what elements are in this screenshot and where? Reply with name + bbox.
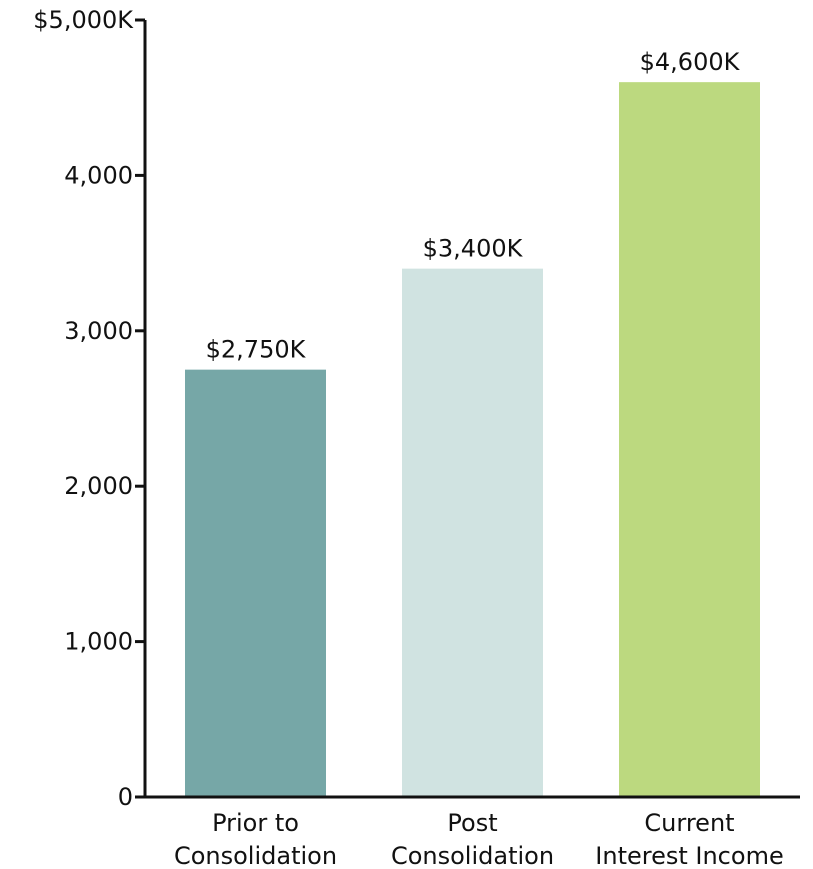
bar: [402, 268, 543, 797]
category-label-line: Current: [644, 809, 734, 837]
bar: [619, 82, 760, 797]
bar-value-labels: $2,750K $3,400K $4,600K: [206, 48, 741, 363]
y-tick-label: 4,000: [64, 161, 133, 189]
category-label-line: Consolidation: [174, 842, 337, 869]
bars: [185, 82, 760, 797]
category-labels: Prior to Consolidation Post Consolidation Cu…: [174, 809, 784, 869]
category-label: Post Consolidation: [391, 809, 554, 869]
category-label: Prior to Consolidation: [174, 809, 337, 869]
category-label-line: Consolidation: [391, 842, 554, 869]
y-tick-label: $5,000K: [33, 6, 134, 34]
bar: [185, 369, 326, 797]
y-tick-label: 1,000: [64, 628, 133, 656]
category-label-line: Prior to: [212, 809, 299, 837]
y-tick-label: 3,000: [64, 317, 133, 345]
bar-value-label: $2,750K: [206, 336, 307, 364]
category-label-line: Post: [447, 809, 497, 837]
y-tick-label: 0: [118, 783, 133, 811]
bar-value-label: $3,400K: [423, 235, 524, 263]
y-tick-label: 2,000: [64, 472, 133, 500]
y-axis-ticks: 0 1,000 2,000 3,000 4,000 $5,000K: [33, 6, 145, 811]
bar-value-label: $4,600K: [640, 48, 741, 76]
category-label-line: Interest Income: [595, 842, 783, 869]
category-label: Current Interest Income: [595, 809, 783, 869]
